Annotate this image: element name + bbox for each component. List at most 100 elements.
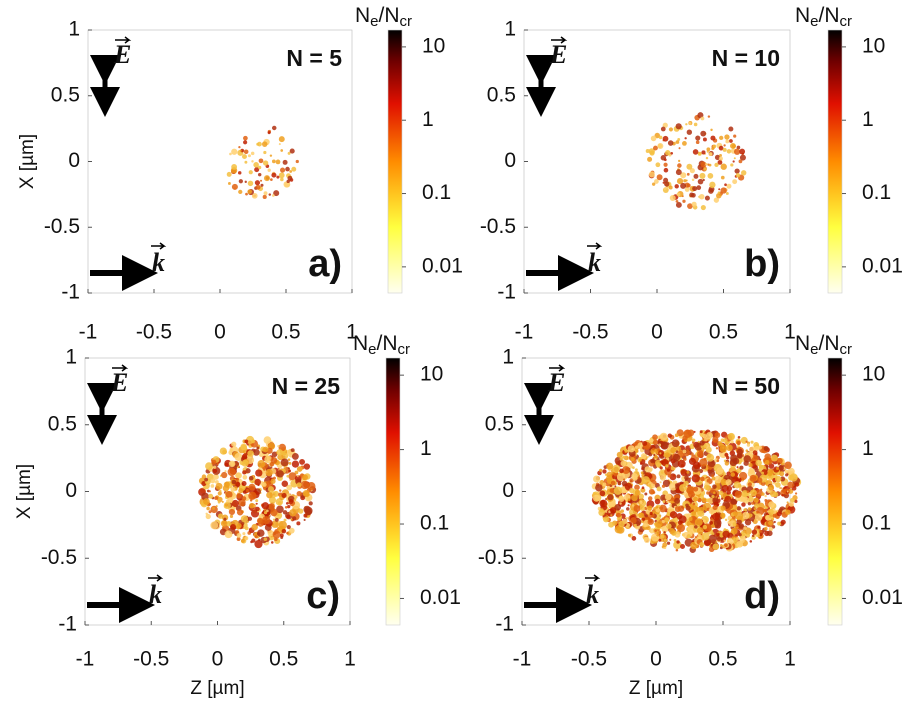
density-spot: [708, 534, 717, 544]
density-spot: [267, 530, 274, 537]
label-subscript: cr: [840, 341, 853, 358]
density-spot: [738, 523, 745, 529]
density-spot: [203, 498, 210, 505]
density-spot: [757, 477, 763, 483]
density-spot: [692, 149, 699, 155]
density-spot: [741, 170, 747, 176]
density-spot: [224, 530, 233, 539]
density-spot: [708, 152, 713, 157]
density-spot: [716, 503, 720, 507]
label-subscript: e: [810, 341, 818, 358]
density-spot: [278, 136, 285, 143]
density-spot: [223, 481, 230, 488]
x-tick-label: 0.5: [269, 648, 298, 671]
density-spot: [228, 508, 236, 516]
density-spot: [649, 438, 654, 443]
density-spot: [764, 459, 770, 465]
density-spot: [268, 496, 276, 504]
density-spot: [710, 128, 713, 132]
density-spot: [251, 160, 254, 163]
density-spot: [720, 497, 724, 500]
y-tick-label: -0.5: [478, 546, 514, 569]
density-spot: [270, 541, 274, 544]
density-spot: [254, 478, 261, 486]
density-spot: [247, 180, 254, 187]
density-spot: [676, 429, 684, 437]
x-tick-label: -0.5: [572, 321, 608, 344]
density-spot: [713, 491, 716, 495]
density-spot: [720, 512, 726, 518]
density-spot: [264, 455, 273, 464]
density-spot: [262, 160, 269, 166]
density-spot: [650, 135, 657, 142]
density-spot: [743, 526, 747, 530]
density-spot: [673, 538, 677, 542]
vector-arrow: [551, 36, 568, 44]
label-part: N: [795, 332, 810, 355]
density-spot: [759, 530, 762, 533]
density-spot: [283, 518, 287, 522]
density-spot: [667, 433, 672, 438]
density-spot: [764, 494, 767, 498]
density-spot: [638, 458, 642, 462]
density-spot: [753, 507, 757, 511]
y-tick-label: 0: [502, 479, 514, 502]
density-spot: [686, 534, 691, 539]
density-spot: [223, 517, 227, 521]
density-spot: [229, 448, 233, 452]
density-spot: [718, 502, 721, 505]
density-spot: [710, 135, 716, 141]
density-spot: [294, 470, 299, 475]
density-spot: [778, 486, 782, 490]
density-spot: [244, 180, 247, 183]
density-spot: [278, 501, 282, 506]
density-spot: [706, 491, 710, 495]
k-label: k: [152, 248, 165, 277]
density-spot: [236, 493, 242, 499]
density-spot: [255, 499, 259, 503]
density-spot: [230, 523, 237, 530]
density-spot: [645, 148, 650, 153]
density-spot: [751, 534, 755, 538]
density-spot: [746, 490, 750, 494]
density-spot: [736, 540, 744, 548]
label-part: /N: [377, 332, 398, 355]
density-spot: [648, 171, 655, 178]
density-spot: [277, 454, 284, 461]
colorbar-label: Ne/Ncr: [355, 4, 412, 30]
density-spot: [608, 503, 614, 508]
density-spot: [716, 467, 724, 475]
density-spot: [648, 496, 653, 501]
density-spot: [686, 172, 690, 176]
density-spot: [655, 506, 658, 509]
density-spot: [683, 457, 687, 461]
x-tick-label: 1: [344, 648, 356, 671]
density-spot: [659, 506, 663, 510]
density-spot: [720, 478, 727, 485]
density-spot: [718, 145, 724, 151]
density-spot: [794, 492, 798, 495]
colorbar-label: Ne/Ncr: [353, 332, 410, 358]
density-spot: [767, 508, 774, 515]
density-spot: [768, 520, 773, 526]
density-spot: [712, 484, 717, 489]
density-spot: [240, 515, 249, 523]
density-spot: [254, 539, 263, 549]
density-spot: [674, 506, 681, 513]
density-spot: [211, 459, 217, 465]
density-spot: [286, 484, 293, 491]
density-spot: [206, 506, 210, 511]
density-spot: [702, 519, 706, 523]
density-spot: [282, 159, 288, 165]
density-spot: [661, 484, 666, 488]
density-spot: [265, 468, 273, 477]
density-spot: [684, 475, 689, 480]
density-spot: [734, 490, 742, 498]
density-spot: [608, 521, 615, 528]
density-spot: [768, 484, 775, 491]
density-spot: [730, 440, 734, 444]
density-spot: [694, 518, 703, 527]
density-spot: [210, 521, 219, 530]
density-spot: [609, 507, 617, 514]
density-spot: [726, 540, 730, 543]
